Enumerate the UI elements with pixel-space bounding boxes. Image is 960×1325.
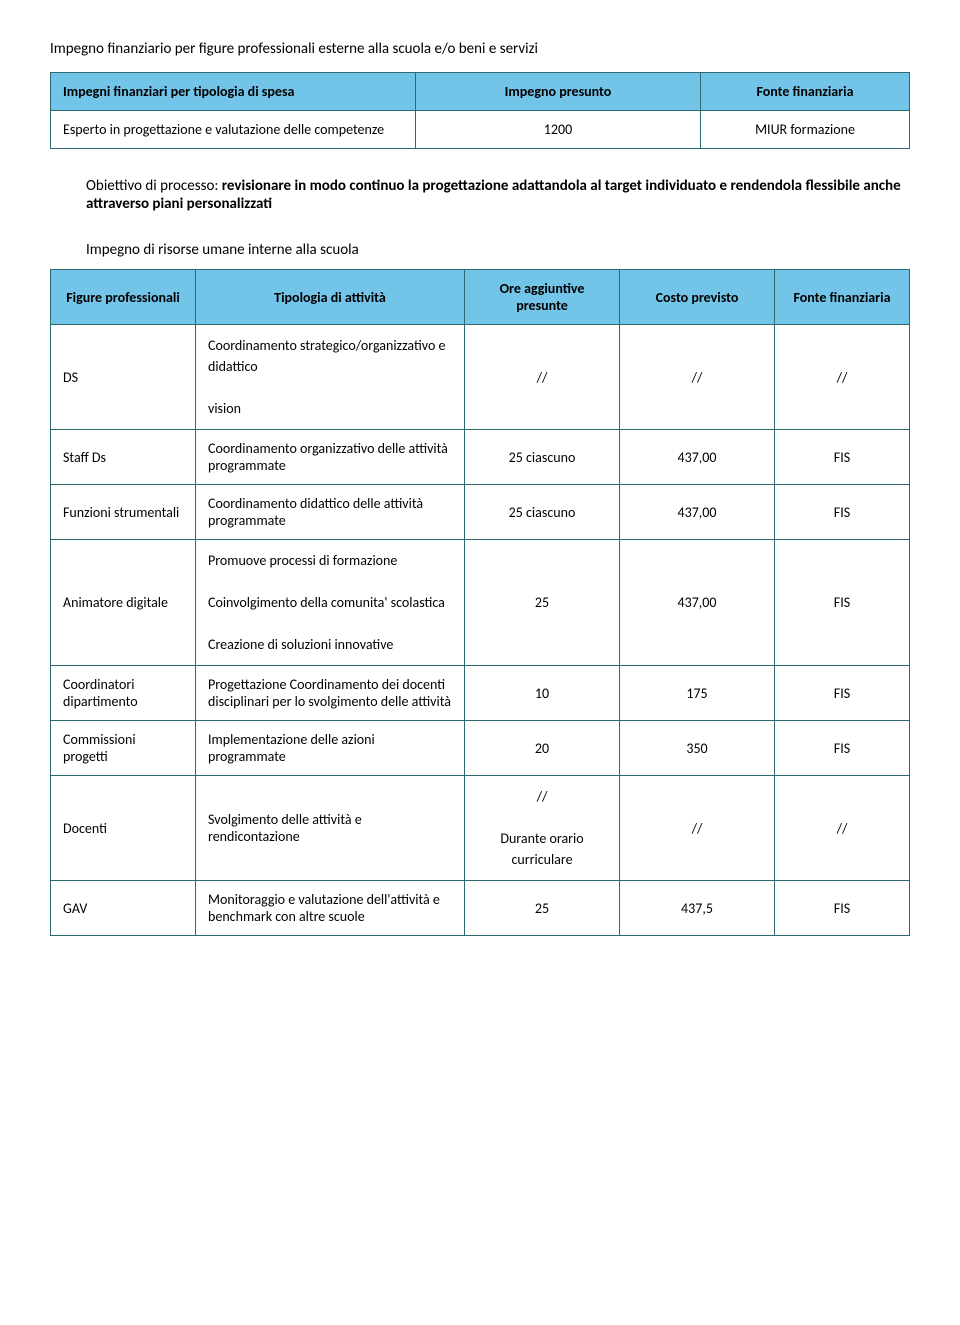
objective-text: Obiettivo di processo: revisionare in mo… xyxy=(50,177,910,213)
t1-h1: Impegni finanziari per tipologia di spes… xyxy=(51,73,416,111)
table-row: GAVMonitoraggio e valutazione dell'attiv… xyxy=(51,881,910,936)
t1-r1c1: Esperto in progettazione e valutazione d… xyxy=(51,111,416,149)
table-row: Staff DsCoordinamento organizzativo dell… xyxy=(51,430,910,485)
table-human-resources: Figure professionali Tipologia di attivi… xyxy=(50,269,910,936)
table-row: DocentiSvolgimento delle attività e rend… xyxy=(51,776,910,881)
table-financial-commitment: Impegni finanziari per tipologia di spes… xyxy=(50,72,910,149)
t2-h3: Ore aggiuntive presunte xyxy=(465,270,620,325)
table-row: Commissioni progettiImplementazione dell… xyxy=(51,721,910,776)
table-row: Animatore digitalePromuove processi di f… xyxy=(51,540,910,666)
t2-h1: Figure professionali xyxy=(51,270,196,325)
heading-financial-commitment: Impegno finanziario per figure professio… xyxy=(50,40,910,58)
t2-h4: Costo previsto xyxy=(620,270,775,325)
t2-h5: Fonte finanziaria xyxy=(775,270,910,325)
table-row: Esperto in progettazione e valutazione d… xyxy=(51,111,910,149)
table-row: Funzioni strumentaliCoordinamento didatt… xyxy=(51,485,910,540)
t1-r1c3: MIUR formazione xyxy=(701,111,910,149)
table-row: Coordinatori dipartimentoProgettazione C… xyxy=(51,666,910,721)
heading-human-resources: Impegno di risorse umane interne alla sc… xyxy=(50,241,910,259)
table-row: DSCoordinamento strategico/organizzativo… xyxy=(51,325,910,430)
t1-h3: Fonte finanziaria xyxy=(701,73,910,111)
t2-h2: Tipologia di attività xyxy=(196,270,465,325)
t1-r1c2: 1200 xyxy=(416,111,701,149)
t1-h2: Impegno presunto xyxy=(416,73,701,111)
